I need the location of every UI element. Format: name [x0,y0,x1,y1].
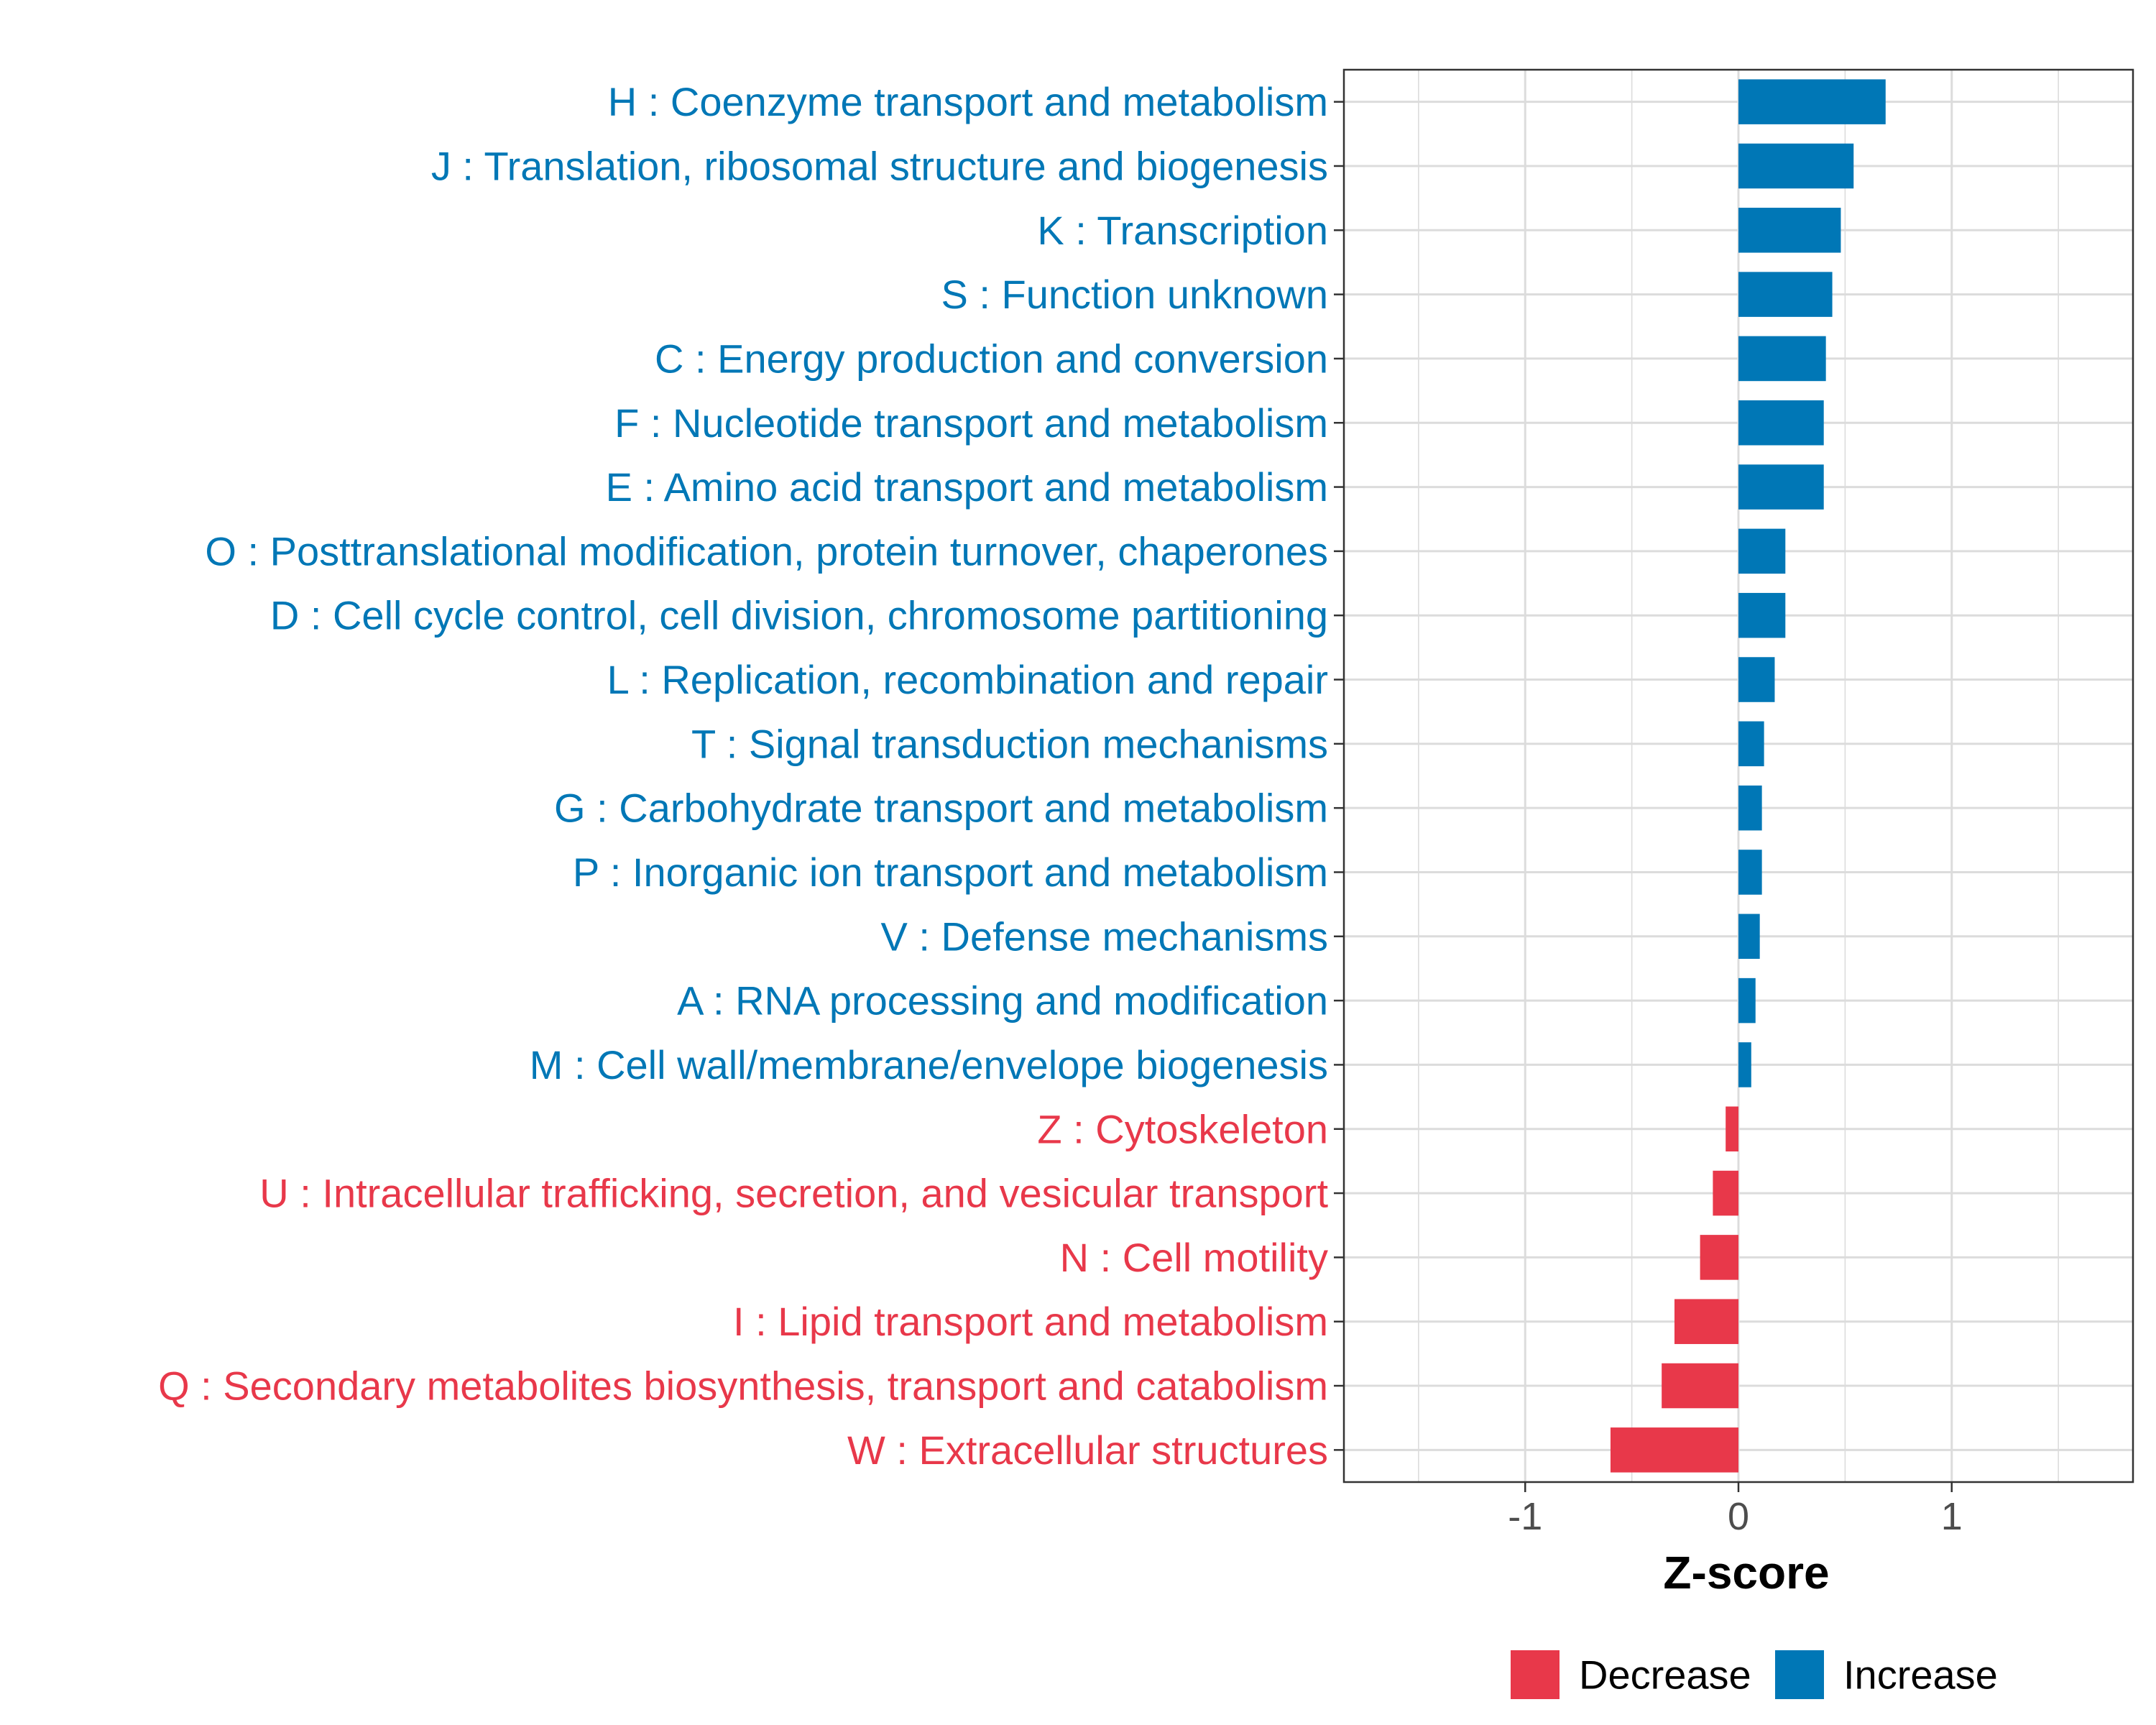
category-label: U : Intracellular trafficking, secretion… [259,1171,1328,1216]
legend-label: Increase [1843,1652,1998,1698]
x-tick-label: -1 [1508,1495,1542,1538]
bar [1738,208,1841,253]
bar [1610,1427,1738,1473]
category-label: O : Posttranslational modification, prot… [205,528,1328,574]
bar [1738,336,1826,382]
category-label: T : Signal transduction mechanisms [691,721,1328,766]
category-label: P : Inorganic ion transport and metaboli… [573,850,1328,895]
bar [1738,528,1786,574]
bar [1738,914,1760,960]
legend-swatch [1511,1650,1560,1699]
bar [1738,721,1764,767]
legend-swatch [1775,1650,1824,1699]
category-label: F : Nucleotide transport and metabolism [614,400,1328,446]
category-label: I : Lipid transport and metabolism [733,1299,1328,1344]
legend-label: Decrease [1579,1652,1751,1698]
category-label: E : Amino acid transport and metabolism [606,464,1328,510]
bar [1726,1106,1738,1152]
category-label: W : Extracellular structures [847,1427,1328,1473]
category-label: Z : Cytoskeleton [1037,1106,1328,1151]
category-label: G : Carbohydrate transport and metabolis… [554,786,1328,831]
x-axis: -1 0 1 [1508,1482,1963,1538]
category-label: V : Defense mechanisms [881,914,1328,959]
bar [1674,1299,1738,1344]
bar [1738,464,1824,510]
category-label: A : RNA processing and modification [677,978,1328,1024]
bar [1738,657,1775,702]
category-label: S : Function unknown [941,272,1328,317]
bars [1610,79,1886,1473]
bar [1738,79,1886,124]
bar [1662,1363,1738,1409]
category-label: J : Translation, ribosomal structure and… [431,143,1328,188]
category-label: H : Coenzyme transport and metabolism [608,79,1328,124]
bar [1738,1042,1751,1087]
bar [1738,592,1786,638]
category-label: C : Energy production and conversion [655,336,1328,381]
category-label: D : Cell cycle control, cell division, c… [270,593,1328,638]
bar [1700,1235,1738,1280]
bar [1738,978,1756,1024]
y-axis [1334,101,1344,1451]
x-axis-title: Z-score [1663,1547,1829,1598]
bar [1713,1170,1738,1216]
category-label: K : Transcription [1037,208,1328,253]
legend: Decrease Increase [1511,1650,1998,1699]
bar [1738,143,1854,189]
category-labels: H : Coenzyme transport and metabolism J :… [158,79,1328,1473]
bar [1738,400,1824,446]
x-tick-label: 1 [1941,1495,1963,1538]
x-tick-label: 0 [1728,1495,1749,1538]
category-label: L : Replication, recombination and repai… [607,657,1328,702]
category-label: Q : Secondary metabolites biosynthesis, … [158,1363,1328,1409]
bar [1738,785,1762,831]
bar [1738,272,1833,317]
bar [1738,850,1762,895]
category-label: M : Cell wall/membrane/envelope biogenes… [530,1042,1328,1087]
category-label: N : Cell motility [1060,1235,1328,1280]
